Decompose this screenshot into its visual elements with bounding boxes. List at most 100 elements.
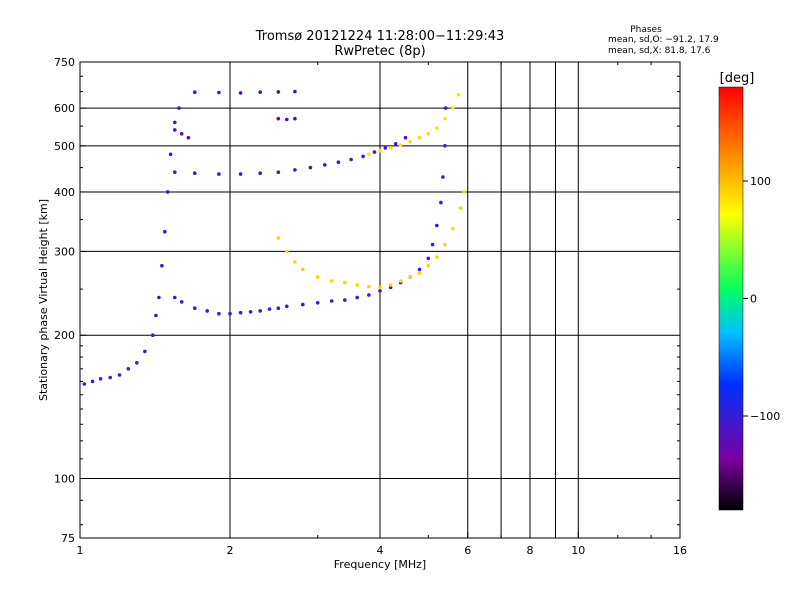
echo-point — [308, 165, 313, 170]
echo-point — [349, 157, 353, 162]
echo-point — [276, 306, 281, 311]
echo-point — [301, 302, 305, 307]
echo-point — [388, 285, 393, 290]
echo-point — [267, 307, 272, 311]
y-tick-label: 200 — [54, 329, 75, 342]
echo-point — [408, 139, 413, 144]
colorbar-label: [deg] — [720, 71, 755, 86]
y-tick-label: 600 — [54, 102, 75, 115]
echo-point — [426, 263, 431, 268]
echo-point — [443, 144, 447, 148]
echo-point — [372, 150, 377, 154]
y-tick-label: 75 — [61, 532, 75, 545]
echo-point — [285, 117, 289, 122]
echo-point — [217, 311, 221, 316]
echo-point — [143, 349, 147, 354]
y-axis: 75 100 200 300 400 500 600 750 — [54, 56, 680, 545]
echo-point — [426, 132, 431, 136]
echo-point — [193, 171, 197, 175]
echo-point — [276, 170, 281, 174]
echo-point — [293, 260, 297, 264]
echo-point — [179, 132, 184, 136]
echo-point — [90, 379, 95, 384]
echo-point — [378, 285, 382, 290]
x-tick-label: 10 — [571, 544, 585, 557]
echo-point — [435, 126, 439, 130]
x-tick-label: 6 — [464, 544, 471, 557]
echo-point — [173, 170, 177, 174]
echo-point — [403, 135, 408, 140]
echo-point — [258, 90, 263, 94]
y-tick-label: 300 — [54, 245, 75, 258]
echo-point — [193, 306, 197, 311]
echo-point — [173, 128, 177, 132]
echo-point — [443, 106, 448, 110]
echo-point — [388, 283, 393, 287]
echo-point — [435, 223, 439, 228]
echo-point — [205, 309, 209, 313]
echo-point — [430, 242, 435, 247]
echo-point — [285, 304, 289, 309]
echo-point — [108, 375, 112, 380]
echo-point — [388, 146, 393, 150]
x-tick-label: 2 — [227, 544, 234, 557]
echo-point — [276, 116, 281, 121]
echo-point — [248, 310, 253, 314]
phases-heading: Phases — [630, 25, 662, 35]
echo-point — [293, 89, 297, 94]
echo-point — [329, 299, 334, 303]
echo-point — [173, 295, 177, 300]
echo-point — [179, 300, 184, 304]
chart-title: Tromsø 20121224 11:28:00−11:29:43 — [255, 29, 505, 44]
echo-point — [443, 116, 447, 121]
y-tick-label: 750 — [54, 56, 75, 69]
echo-point — [238, 91, 243, 95]
colorbar-tick-label: 100 — [750, 175, 771, 188]
echo-point — [163, 229, 167, 234]
echo-point — [323, 163, 327, 167]
echo-point — [228, 311, 232, 316]
echo-point — [456, 93, 461, 97]
echo-point — [151, 333, 155, 338]
echo-point — [343, 298, 347, 302]
echo-point — [293, 168, 297, 172]
colorbar-axis: 100 0 −100 — [743, 175, 780, 423]
colorbar-tick-label: −100 — [750, 410, 780, 423]
echo-point — [398, 143, 403, 147]
x-tick-label: 16 — [673, 544, 687, 557]
phase-stats-x: mean, sd,X: 81.8, 17.6 — [608, 46, 711, 56]
echo-point — [173, 120, 177, 125]
echo-point — [293, 116, 297, 121]
echo-point — [355, 295, 360, 300]
echo-point — [117, 373, 122, 377]
echo-point — [186, 135, 191, 140]
echo-point — [458, 206, 463, 210]
echo-point — [177, 106, 181, 110]
echo-point — [367, 284, 371, 289]
echo-point — [355, 283, 360, 287]
echo-point — [157, 295, 161, 300]
echo-point — [82, 382, 87, 386]
echo-point — [238, 172, 243, 176]
echo-point — [168, 152, 173, 157]
x-tick-label: 1 — [77, 544, 84, 557]
echo-point — [426, 256, 431, 261]
echo-point — [408, 275, 413, 279]
echo-point — [160, 263, 164, 268]
echo-point — [276, 236, 281, 240]
y-axis-label: Stationary phase Virtual Height [km] — [37, 199, 50, 401]
echo-points — [82, 89, 466, 386]
echo-point — [378, 289, 382, 293]
x-axis: 1 2 4 6 8 10 16 — [77, 62, 687, 557]
y-tick-label: 400 — [54, 186, 75, 199]
echo-point — [98, 377, 103, 381]
echo-point — [417, 267, 422, 272]
colorbar — [718, 86, 744, 511]
echo-point — [258, 309, 263, 313]
colorbar-tick-label: 0 — [750, 293, 757, 306]
echo-point — [439, 200, 443, 205]
x-axis-label: Frequency [MHz] — [334, 558, 426, 571]
echo-point — [451, 106, 455, 110]
echo-point — [361, 154, 365, 159]
